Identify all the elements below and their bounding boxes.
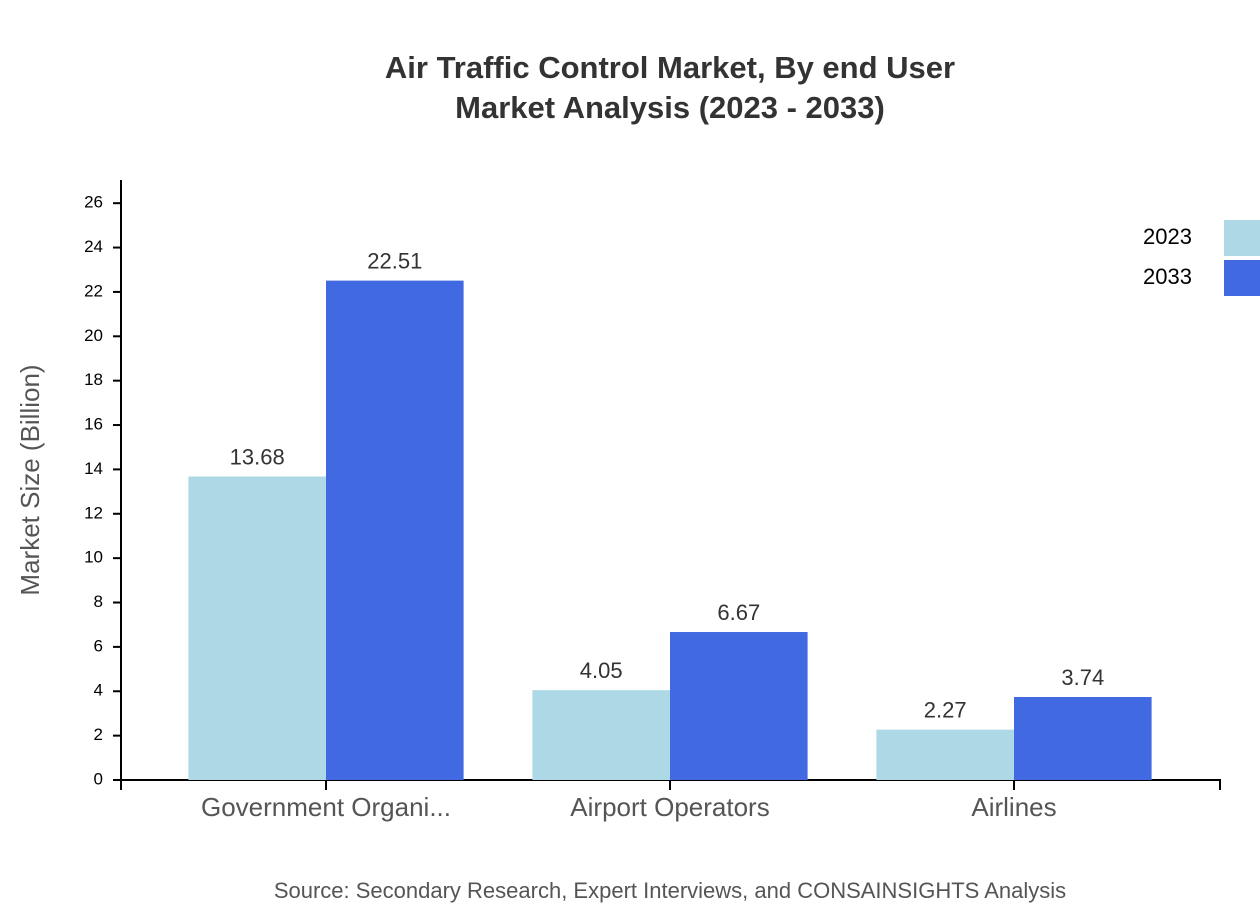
data-label: 2.27 [924, 697, 967, 722]
y-tick-label: 14 [84, 459, 103, 478]
x-tick-label: Government Organi... [201, 792, 451, 822]
bar [188, 476, 326, 780]
y-tick-label: 18 [84, 370, 103, 389]
data-label: 6.67 [717, 600, 760, 625]
legend-swatch [1224, 260, 1260, 296]
y-tick-label: 10 [84, 548, 103, 567]
chart-title: Air Traffic Control Market, By end User [385, 50, 955, 85]
legend-label: 2033 [1143, 264, 1192, 289]
y-tick-label: 24 [84, 237, 103, 256]
bar [1014, 697, 1152, 780]
y-tick-label: 26 [84, 193, 103, 212]
y-tick-label: 4 [94, 681, 103, 700]
chart-subtitle: Market Analysis (2023 - 2033) [455, 90, 885, 125]
bar [326, 280, 464, 780]
y-tick-label: 20 [84, 326, 103, 345]
y-axis-label: Market Size (Billion) [15, 364, 45, 595]
y-tick-label: 6 [94, 636, 103, 655]
x-tick-label: Airlines [971, 792, 1056, 822]
data-label: 3.74 [1061, 665, 1104, 690]
y-tick-label: 16 [84, 415, 103, 434]
data-label: 4.05 [580, 658, 623, 683]
y-tick-label: 12 [84, 503, 103, 522]
data-label: 22.51 [367, 248, 422, 273]
bar [876, 729, 1014, 780]
bar [532, 690, 670, 780]
y-tick-label: 0 [94, 769, 103, 788]
legend-label: 2023 [1143, 224, 1192, 249]
y-tick-label: 2 [94, 725, 103, 744]
legend-swatch [1224, 220, 1260, 256]
x-tick-label: Airport Operators [570, 792, 769, 822]
source-note: Source: Secondary Research, Expert Inter… [274, 878, 1066, 903]
y-tick-label: 22 [84, 281, 103, 300]
y-tick-label: 8 [94, 592, 103, 611]
bar [670, 632, 808, 780]
data-label: 13.68 [230, 444, 285, 469]
